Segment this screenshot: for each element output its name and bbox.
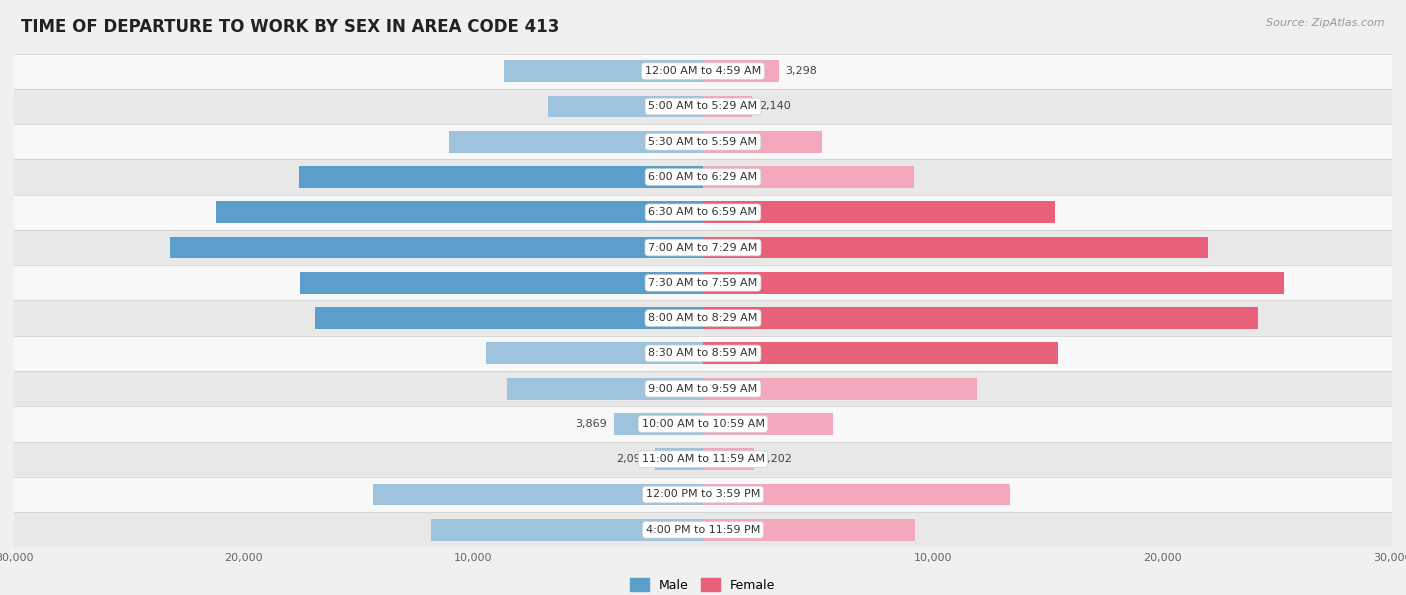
Bar (449, 131, 703, 153)
Bar (14, 300, 1392, 336)
Bar (703, 166, 914, 188)
Bar (506, 378, 703, 400)
Text: 2,094: 2,094 (616, 454, 648, 464)
Bar (486, 343, 703, 364)
Bar (373, 484, 703, 505)
Bar (614, 413, 703, 435)
Text: 8:30 AM to 8:59 AM: 8:30 AM to 8:59 AM (648, 349, 758, 358)
Bar (14, 159, 1392, 195)
Bar (14, 336, 1392, 371)
Text: 5,677: 5,677 (710, 419, 745, 429)
Text: 11,842: 11,842 (652, 525, 696, 535)
Bar (14, 124, 1392, 159)
Bar (14, 371, 1392, 406)
Bar (703, 448, 754, 470)
Bar (170, 237, 703, 258)
Bar (703, 519, 915, 541)
Bar (14, 512, 1392, 547)
Bar (14, 195, 1392, 230)
Bar (703, 96, 752, 117)
Bar (703, 484, 1011, 505)
Text: 6,751: 6,751 (661, 102, 696, 111)
Bar (703, 272, 1284, 294)
Bar (655, 448, 703, 470)
Bar (703, 307, 1258, 329)
Bar (14, 230, 1392, 265)
Text: 6:00 AM to 6:29 AM: 6:00 AM to 6:29 AM (648, 172, 758, 182)
Text: 17,546: 17,546 (652, 278, 696, 288)
Text: 9,205: 9,205 (710, 172, 745, 182)
Bar (14, 477, 1392, 512)
Text: Source: ZipAtlas.com: Source: ZipAtlas.com (1267, 18, 1385, 28)
Text: 24,154: 24,154 (710, 313, 754, 323)
Bar (14, 441, 1392, 477)
Bar (215, 201, 703, 223)
Text: 6:30 AM to 6:59 AM: 6:30 AM to 6:59 AM (648, 207, 758, 217)
Text: 5:00 AM to 5:29 AM: 5:00 AM to 5:29 AM (648, 102, 758, 111)
Bar (432, 519, 703, 541)
Bar (14, 89, 1392, 124)
Text: 11:00 AM to 11:59 AM: 11:00 AM to 11:59 AM (641, 454, 765, 464)
Text: 8,556: 8,556 (661, 384, 696, 394)
Bar (703, 131, 823, 153)
Bar (703, 60, 779, 82)
Bar (14, 265, 1392, 300)
Text: 2,140: 2,140 (759, 102, 790, 111)
Bar (299, 272, 703, 294)
Text: 5:30 AM to 5:59 AM: 5:30 AM to 5:59 AM (648, 137, 758, 147)
Text: 8:00 AM to 8:29 AM: 8:00 AM to 8:29 AM (648, 313, 758, 323)
Text: 11,930: 11,930 (710, 384, 752, 394)
Text: 13,378: 13,378 (710, 490, 752, 499)
Text: 8,675: 8,675 (661, 66, 696, 76)
Bar (703, 378, 977, 400)
Bar (703, 201, 1056, 223)
Text: 7:00 AM to 7:29 AM: 7:00 AM to 7:29 AM (648, 243, 758, 252)
Text: 12:00 AM to 4:59 AM: 12:00 AM to 4:59 AM (645, 66, 761, 76)
Text: 9:00 AM to 9:59 AM: 9:00 AM to 9:59 AM (648, 384, 758, 394)
Bar (14, 54, 1392, 89)
Bar (299, 166, 703, 188)
Bar (703, 343, 1059, 364)
Text: 3,869: 3,869 (575, 419, 607, 429)
Text: 12:00 PM to 3:59 PM: 12:00 PM to 3:59 PM (645, 490, 761, 499)
Text: 5,190: 5,190 (710, 137, 745, 147)
Bar (548, 96, 703, 117)
Text: 11,066: 11,066 (652, 137, 696, 147)
Text: 4:00 PM to 11:59 PM: 4:00 PM to 11:59 PM (645, 525, 761, 535)
Text: 9,231: 9,231 (710, 525, 745, 535)
Text: 25,302: 25,302 (710, 278, 752, 288)
Legend: Male, Female: Male, Female (626, 574, 780, 595)
Text: 2,202: 2,202 (761, 454, 793, 464)
Bar (703, 413, 834, 435)
Text: 7:30 AM to 7:59 AM: 7:30 AM to 7:59 AM (648, 278, 758, 288)
Text: 16,905: 16,905 (654, 313, 696, 323)
Text: 10:00 AM to 10:59 AM: 10:00 AM to 10:59 AM (641, 419, 765, 429)
Text: 15,347: 15,347 (710, 207, 752, 217)
Text: 21,227: 21,227 (654, 207, 696, 217)
Text: 3,298: 3,298 (786, 66, 817, 76)
Text: 17,571: 17,571 (654, 172, 696, 182)
Text: 15,479: 15,479 (710, 349, 754, 358)
Text: 9,437: 9,437 (661, 349, 696, 358)
Bar (503, 60, 703, 82)
Bar (14, 406, 1392, 441)
Bar (315, 307, 703, 329)
Text: 22,009: 22,009 (710, 243, 752, 252)
Text: 23,216: 23,216 (654, 243, 696, 252)
Text: TIME OF DEPARTURE TO WORK BY SEX IN AREA CODE 413: TIME OF DEPARTURE TO WORK BY SEX IN AREA… (21, 18, 560, 36)
Text: 14,389: 14,389 (652, 490, 696, 499)
Bar (703, 237, 1208, 258)
